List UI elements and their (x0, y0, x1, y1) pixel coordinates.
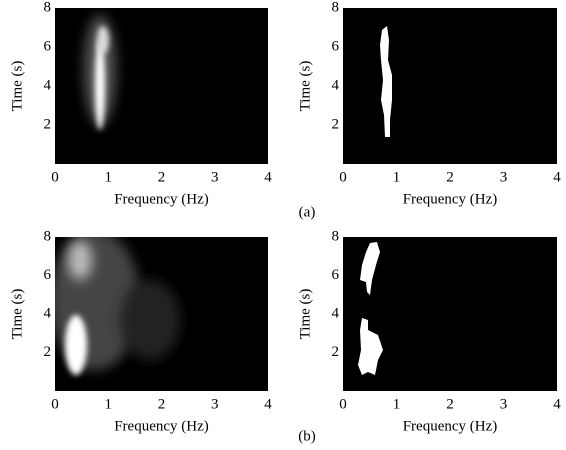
x-tick-label: 1 (393, 396, 401, 412)
y-axis-label: Time (s) (9, 61, 25, 112)
x-tick-label: 3 (211, 396, 219, 412)
mask (380, 26, 392, 137)
streak (65, 315, 87, 375)
y-tick-label: 8 (332, 0, 340, 15)
y-axis-label: Time (s) (9, 289, 25, 340)
x-axis-label: Frequency (Hz) (114, 191, 209, 207)
x-tick-label: 3 (500, 396, 508, 412)
y-tick-label: 2 (44, 344, 52, 360)
y-tick-label: 4 (332, 77, 340, 93)
y-axis-label: Time (s) (297, 289, 313, 340)
glow (120, 280, 180, 360)
x-tick-label: 1 (105, 396, 113, 412)
y-tick-label: 6 (44, 38, 52, 54)
y-tick-label: 6 (332, 38, 340, 54)
panel-image (343, 8, 557, 164)
streak (97, 26, 109, 54)
y-tick-label: 4 (44, 77, 52, 93)
x-tick-label: 1 (105, 169, 113, 185)
x-tick-label: 4 (553, 169, 561, 185)
y-tick-label: 6 (332, 267, 340, 283)
x-tick-label: 0 (339, 396, 347, 412)
y-tick-label: 4 (44, 305, 52, 321)
y-tick-label: 8 (44, 0, 52, 15)
x-tick-label: 4 (264, 396, 272, 412)
x-tick-label: 0 (339, 169, 347, 185)
caption: (b) (298, 428, 316, 444)
intensity (55, 237, 180, 375)
x-tick-label: 4 (553, 396, 561, 412)
x-tick-label: 0 (51, 396, 59, 412)
y-tick-label: 2 (44, 116, 52, 132)
x-tick-label: 4 (264, 169, 272, 185)
mask (360, 242, 380, 295)
panel-image (343, 237, 557, 391)
x-tick-label: 2 (446, 169, 454, 185)
intensity (84, 15, 116, 130)
y-tick-label: 8 (44, 228, 52, 244)
y-tick-label: 2 (332, 344, 340, 360)
y-axis-label: Time (s) (297, 61, 313, 112)
mask (358, 318, 383, 375)
panel-image (55, 8, 268, 164)
glow (68, 240, 92, 280)
x-axis-label: Frequency (Hz) (403, 191, 498, 207)
x-tick-label: 2 (158, 396, 166, 412)
x-tick-label: 2 (446, 396, 454, 412)
x-tick-label: 2 (158, 169, 166, 185)
caption: (a) (299, 204, 316, 220)
x-axis-label: Frequency (Hz) (114, 418, 209, 434)
panel-image (55, 237, 268, 391)
plot-background (343, 237, 557, 391)
y-tick-label: 6 (44, 267, 52, 283)
plot-background (343, 8, 557, 164)
x-tick-label: 1 (393, 169, 401, 185)
streak (95, 40, 105, 130)
x-tick-label: 0 (51, 169, 59, 185)
x-axis-label: Frequency (Hz) (403, 418, 498, 434)
y-tick-label: 4 (332, 305, 340, 321)
x-tick-label: 3 (211, 169, 219, 185)
x-tick-label: 3 (500, 169, 508, 185)
y-tick-label: 2 (332, 116, 340, 132)
y-tick-label: 8 (332, 228, 340, 244)
